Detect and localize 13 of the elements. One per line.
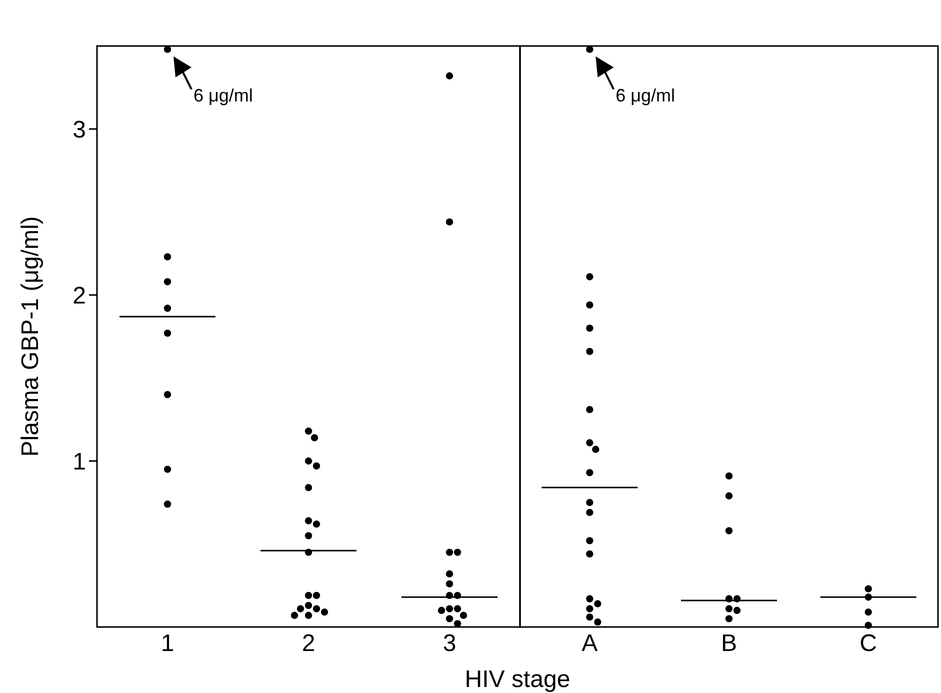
y-tick-label: 1: [72, 448, 86, 476]
y-tick-label: 3: [72, 116, 86, 144]
annotation: 6 μg/ml: [616, 86, 676, 106]
x-axis-title: HIV stage: [464, 666, 570, 693]
y-axis-title: Plasma GBP-1 (μg/ml): [17, 216, 44, 457]
x-tick-label: C: [860, 630, 878, 657]
x-tick-label: B: [720, 630, 738, 657]
x-tick-label: 3: [442, 630, 456, 657]
x-tick-label: 2: [302, 630, 316, 657]
x-tick-label: A: [582, 630, 598, 657]
x-tick-label: 1: [160, 630, 174, 657]
annotation: 6 μg/ml: [194, 86, 253, 106]
y-tick-label: 2: [72, 282, 86, 310]
